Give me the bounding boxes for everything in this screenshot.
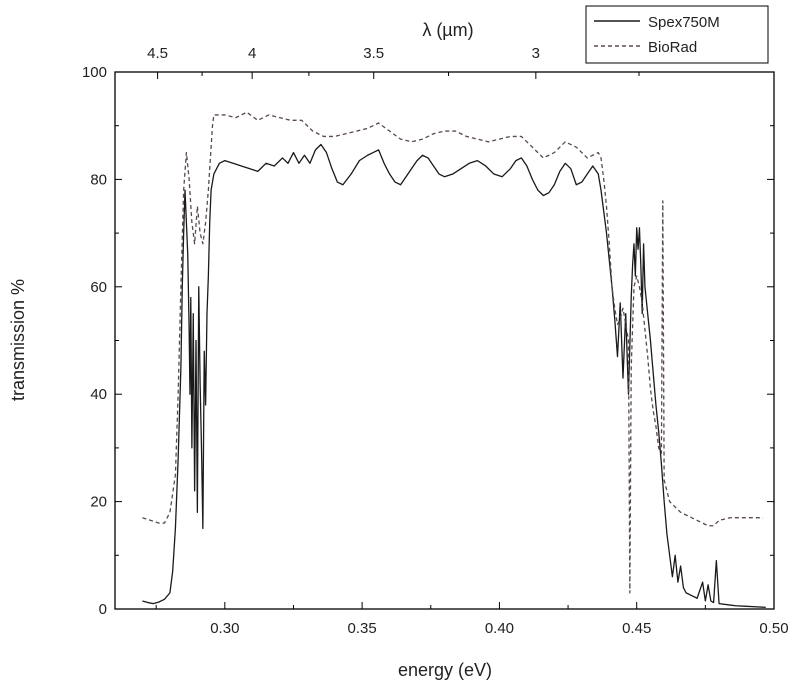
legend-box [585,5,769,64]
series-line-biorad [142,111,764,594]
y-tick-label: 20 [90,494,107,511]
top-wavelength-axis: 4.5 4 3.5 3 [147,45,640,79]
top-axis-title: λ (µm) [422,20,473,40]
y-tick-label: 40 [90,386,107,403]
x-axis: 0.30 0.35 0.40 0.45 0.50 [155,602,789,637]
y-tick-label: 0 [99,601,107,618]
y-tick-label: 100 [82,64,107,81]
x-tick-label: 0.45 [622,620,651,637]
legend: Spex750M BioRad [585,5,769,64]
y-axis: 0 20 40 60 80 100 [82,64,774,618]
legend-label-spex750m: Spex750M [648,14,720,31]
x-axis-title: energy (eV) [398,660,492,680]
legend-label-biorad: BioRad [648,39,697,56]
top-tick-label: 4 [248,45,256,62]
x-tick-label: 0.35 [348,620,377,637]
y-tick-label: 80 [90,171,107,188]
top-tick-label: 3.5 [363,45,384,62]
x-tick-label: 0.50 [759,620,788,637]
x-tick-label: 0.40 [485,620,514,637]
top-tick-label: 4.5 [147,45,168,62]
top-tick-label: 3 [532,45,540,62]
series-line-spex750m [142,143,766,609]
y-tick-label: 60 [90,279,107,296]
y-axis-title: transmission % [8,279,28,401]
x-tick-label: 0.30 [210,620,239,637]
